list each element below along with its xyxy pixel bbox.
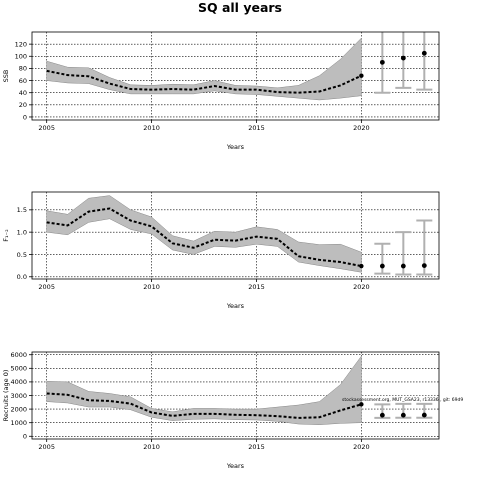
chart1-frame xyxy=(31,31,440,121)
chart1-forecast-point xyxy=(421,50,427,56)
chart3-ytick-label: 2000 xyxy=(10,405,27,413)
chart3-forecast-point xyxy=(421,412,427,418)
chart2-ylabel: F₁₋₂ xyxy=(2,229,10,242)
chart1-forecast-point xyxy=(400,55,406,61)
chart2-estimate-line xyxy=(46,207,362,268)
chart1-forecast-point xyxy=(379,59,385,65)
chart2-ytick-label: 0.0 xyxy=(17,273,27,281)
chart3-confidence-band xyxy=(46,355,362,425)
chart3-estimate-line xyxy=(46,392,362,419)
chart1-xtick-label: 2015 xyxy=(248,124,265,132)
chart1-ytick-label: 80 xyxy=(19,65,27,73)
chart2-confidence-band xyxy=(46,195,362,273)
chart2-forecast-point xyxy=(400,263,406,269)
chart1-ytick-label: 0 xyxy=(23,113,27,121)
chart3-ytick-label: 0 xyxy=(23,433,27,441)
chart2-forecast-point xyxy=(379,263,385,269)
chart2-forecast-point xyxy=(421,263,427,269)
chart1-xtick-label: 2010 xyxy=(143,124,160,132)
chart2-ytick-label: 1.5 xyxy=(17,206,27,214)
chart3-forecast-point xyxy=(379,412,385,418)
chart2-frame xyxy=(31,191,440,280)
chart2-xtick-label: 2010 xyxy=(143,283,160,291)
chart1-xlabel: Years xyxy=(226,143,245,151)
chart1-ytick-label: 40 xyxy=(19,89,27,97)
chart1-panel: 2005 2010 2015 2020 0 20 40 60 80 100 120 Years SSB xyxy=(2,31,440,151)
figure-title: SQ all years xyxy=(198,0,282,15)
chart3-ytick-label: 4000 xyxy=(10,378,27,386)
chart1-ytick-label: 100 xyxy=(15,53,27,61)
chart1-confidence-band xyxy=(46,37,362,101)
chart3-last-estimate-point xyxy=(359,402,364,407)
chart3-xtick-label: 2010 xyxy=(143,443,160,451)
chart3-forecast-point xyxy=(400,412,406,418)
chart3-ytick-label: 3000 xyxy=(10,392,27,400)
chart3-ytick-label: 5000 xyxy=(10,365,27,373)
chart1-ylabel: SSB xyxy=(2,70,10,83)
chart3-ytick-label: 1000 xyxy=(10,419,27,427)
chart3-plot-area xyxy=(32,352,439,439)
chart1-xtick-label: 2005 xyxy=(38,124,55,132)
chart1-last-estimate-point xyxy=(359,73,364,78)
chart1-ytick-label: 60 xyxy=(19,77,27,85)
chart2-ytick-label: 0.5 xyxy=(17,251,27,259)
chart1-estimate-line xyxy=(46,69,362,94)
chart3-xtick-label: 2005 xyxy=(38,443,55,451)
chart1-ytick-label: 120 xyxy=(15,40,27,48)
chart3-ylabel: Recruits (age 0) xyxy=(2,370,10,422)
chart2-last-estimate-point xyxy=(359,263,364,269)
chart3-ytick-label: 6000 xyxy=(10,351,27,359)
chart2-xtick-label: 2020 xyxy=(353,283,370,291)
version-annotation: stockassessment.org, MUT_GSA23, r13336 ,… xyxy=(342,397,463,403)
chart2-plot-area xyxy=(32,192,439,279)
chart2-ytick-label: 1.0 xyxy=(17,228,27,236)
chart3-xlabel: Years xyxy=(226,462,245,470)
chart1-ytick-label: 20 xyxy=(19,101,27,109)
chart1-plot-area xyxy=(32,32,439,120)
chart3-xtick-label: 2015 xyxy=(248,443,265,451)
chart3-panel: 2005 2010 2015 2020 0 1000 2000 3000 4000 5000 600… xyxy=(2,351,440,470)
chart3-xtick-label: 2020 xyxy=(353,443,370,451)
chart2-panel: 2005 2010 2015 2020 0.0 0.5 1.0 1.5 Years F₁₋₂ xyxy=(2,191,440,310)
chart1-xtick-label: 2020 xyxy=(353,124,370,132)
chart2-xlabel: Years xyxy=(226,302,245,310)
chart-panels: 2005 2010 2015 2020020406080100120YearsSSB2… xyxy=(2,31,463,470)
chart2-xtick-label: 2005 xyxy=(38,283,55,291)
chart2-xtick-label: 2015 xyxy=(248,283,265,291)
